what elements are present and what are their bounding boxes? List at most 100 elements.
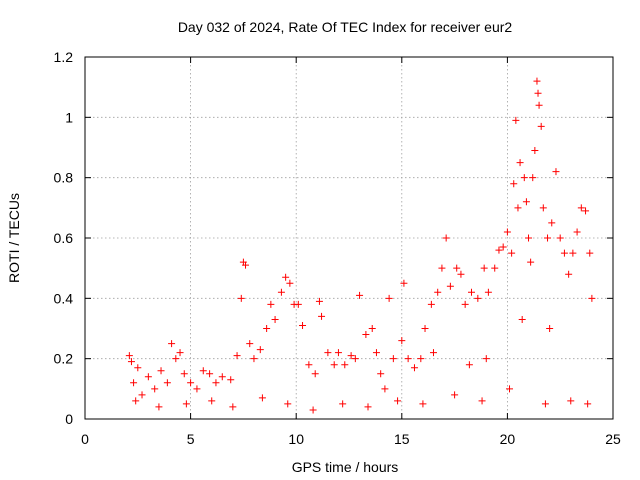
x-tick-label: 20 (500, 431, 516, 447)
data-point (180, 370, 188, 378)
data-point (381, 385, 389, 393)
data-point (495, 246, 503, 254)
axis-ticks: 0 5 10 15 20 25 0 0.2 0.4 0.6 0.8 1 1.2 (54, 49, 621, 447)
data-point (478, 397, 486, 405)
data-point (533, 77, 541, 85)
x-tick-label: 15 (394, 431, 410, 447)
data-point (258, 394, 266, 402)
data-point (138, 391, 146, 399)
data-point (569, 249, 577, 257)
data-point (546, 325, 554, 332)
data-point (206, 370, 214, 378)
data-point (144, 373, 152, 381)
data-point (510, 180, 518, 188)
data-point (233, 352, 241, 360)
data-point (155, 403, 163, 411)
data-point (544, 234, 552, 242)
y-tick-label: 0.4 (54, 290, 74, 306)
data-point (514, 204, 522, 212)
y-tick-label: 0.6 (54, 230, 74, 246)
data-point (347, 352, 355, 360)
data-point (508, 249, 516, 257)
data-point (385, 294, 393, 302)
data-point (421, 325, 429, 332)
data-point (474, 294, 482, 302)
data-point (552, 168, 560, 176)
data-point (134, 364, 142, 372)
data-point (151, 385, 159, 393)
data-point (263, 325, 271, 332)
data-point (132, 397, 140, 405)
data-point (163, 379, 171, 387)
data-point (208, 397, 216, 405)
data-point (556, 234, 564, 242)
data-point (588, 294, 596, 302)
chart-title: Day 032 of 2024, Rate Of TEC Index for r… (178, 19, 513, 35)
data-point (377, 370, 385, 378)
data-point (176, 349, 184, 357)
data-point (130, 379, 138, 387)
data-point (218, 373, 226, 381)
x-axis-label: GPS time / hours (292, 459, 399, 475)
data-point (465, 361, 473, 369)
data-point (351, 355, 359, 363)
data-point (491, 264, 499, 272)
data-point (582, 207, 590, 215)
data-point (527, 258, 535, 266)
data-point (499, 243, 507, 251)
data-point (512, 116, 520, 124)
data-point (398, 337, 406, 345)
data-point (372, 349, 380, 357)
data-point (525, 234, 533, 242)
data-point (242, 261, 250, 269)
x-tick-label: 0 (81, 431, 89, 447)
data-point (294, 300, 302, 308)
plot-area-border (84, 56, 614, 420)
y-tick-label: 0.2 (54, 351, 74, 367)
data-point (565, 270, 573, 278)
data-point (457, 270, 465, 278)
data-point (364, 403, 372, 411)
data-point (250, 355, 258, 363)
data-point (271, 315, 279, 323)
data-point (362, 331, 370, 339)
y-tick-label: 1.2 (54, 49, 74, 65)
x-tick-label: 25 (605, 431, 621, 447)
data-point (400, 279, 408, 287)
data-point (429, 349, 437, 357)
data-point (315, 297, 323, 305)
data-point (127, 358, 135, 366)
data-point (567, 397, 575, 405)
data-point (529, 174, 537, 182)
data-point (330, 361, 338, 369)
data-point (419, 400, 427, 408)
y-tick-label: 0 (65, 411, 73, 427)
data-point (212, 379, 220, 387)
data-point (535, 101, 543, 109)
data-point (182, 400, 190, 408)
y-axis-label: ROTI / TECUs (6, 193, 22, 283)
data-point (573, 228, 581, 236)
grid-lines (85, 57, 613, 419)
data-point (520, 174, 528, 182)
data-point (534, 89, 542, 97)
data-point (389, 355, 397, 363)
data-point (503, 228, 511, 236)
data-point (518, 315, 526, 323)
data-point (541, 400, 549, 408)
data-point (318, 312, 326, 320)
data-point (516, 159, 524, 167)
data-point (168, 340, 176, 348)
data-point (282, 273, 290, 281)
x-tick-label: 5 (187, 431, 195, 447)
data-point (187, 379, 195, 387)
data-point (410, 364, 418, 372)
data-points (125, 77, 596, 414)
data-point (539, 204, 547, 212)
data-point (193, 385, 201, 393)
data-point (548, 219, 556, 227)
data-point (484, 288, 492, 296)
data-point (577, 204, 585, 212)
data-point (560, 249, 568, 257)
